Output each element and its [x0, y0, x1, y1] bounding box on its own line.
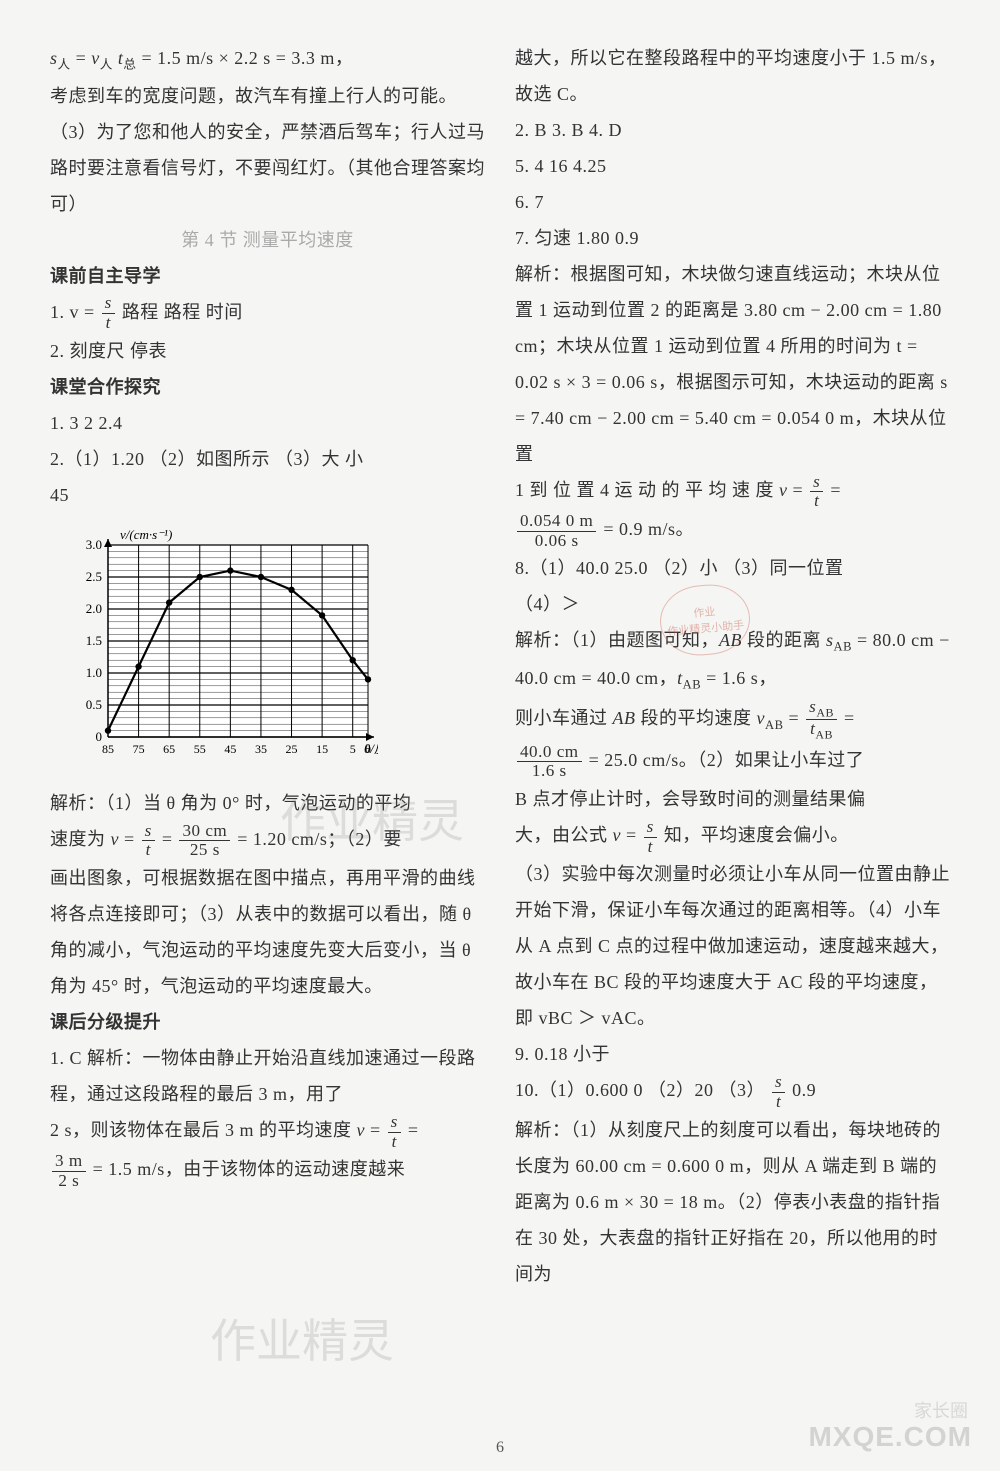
chart-svg: 00.51.01.52.02.53.0857565554535251550v/(… — [68, 525, 378, 765]
svg-text:2.0: 2.0 — [86, 601, 102, 616]
text-line: s人 = v人 t总 = 1.5 m/s × 2.2 s = 3.3 m， — [50, 40, 485, 78]
text-line: 越大，所以它在整段路程中的平均速度小于 1.5 m/s，故选 C。 — [515, 40, 950, 112]
svg-text:25: 25 — [286, 742, 298, 756]
text-line: 解析：（1）从刻度尺上的刻度可以看出，每块地砖的长度为 60.00 cm = 0… — [515, 1112, 950, 1292]
fraction: 3 m2 s — [50, 1152, 88, 1191]
svg-text:55: 55 — [194, 742, 206, 756]
svg-text:45: 45 — [224, 742, 236, 756]
text-line: （3）实验中每次测量时必须让小车从同一位置由静止开始下滑，保证小车每次通过的距离… — [515, 856, 950, 1036]
text-line: 2 s，则该物体在最后 3 m 的平均速度 v = st = — [50, 1112, 485, 1151]
fraction: sABtAB — [804, 698, 839, 742]
text-line: 10.（1）0.600 0 （2）20 （3） st 0.9 — [515, 1072, 950, 1111]
text-line: （3）为了您和他人的安全，严禁酒后驾车；行人过马路时要注意看信号灯，不要闯红灯。… — [50, 114, 485, 222]
fraction: st — [770, 1073, 787, 1112]
text-line: 1. C 解析：一物体由静止开始沿直线加速通过一段路程，通过这段路程的最后 3 … — [50, 1040, 485, 1112]
fraction: st — [808, 473, 825, 512]
text-line: 考虑到车的宽度问题，故汽车有撞上行人的可能。 — [50, 78, 485, 114]
heading: 课后分级提升 — [50, 1004, 485, 1040]
text-line: 0.054 0 m0.06 s = 0.9 m/s。 — [515, 511, 950, 550]
left-column: s人 = v人 t总 = 1.5 m/s × 2.2 s = 3.3 m， 考虑… — [50, 40, 485, 1380]
fraction: 40.0 cm1.6 s — [515, 743, 584, 782]
text-line: 2.（1）1.20 （2）如图所示 （3）大 小 — [50, 441, 485, 477]
fraction: st — [386, 1113, 403, 1152]
svg-text:1.0: 1.0 — [86, 665, 102, 680]
text-line: 1. 3 2 2.4 — [50, 405, 485, 441]
text-line: 6. 7 — [515, 184, 950, 220]
svg-text:65: 65 — [163, 742, 175, 756]
text-line: 3 m2 s = 1.5 m/s，由于该物体的运动速度越来 — [50, 1151, 485, 1190]
page-number: 6 — [496, 1439, 504, 1457]
svg-text:1.5: 1.5 — [86, 633, 102, 648]
text-line: B 点才停止计时，会导致时间的测量结果偏 — [515, 781, 950, 817]
fraction: 0.054 0 m0.06 s — [515, 512, 598, 551]
svg-text:v/(cm·s⁻¹): v/(cm·s⁻¹) — [120, 527, 172, 542]
watermark: MXQE.COM — [808, 1421, 972, 1453]
text-line: 45 — [50, 477, 485, 513]
text-line: 7. 匀速 1.80 0.9 — [515, 220, 950, 256]
fraction: st — [100, 294, 117, 333]
text-line: 8.（1）40.0 25.0 （2）小 （3）同一位置 — [515, 550, 950, 586]
svg-text:85: 85 — [102, 742, 114, 756]
heading: 课前自主导学 — [50, 258, 485, 294]
svg-text:3.0: 3.0 — [86, 537, 102, 552]
text-line: 解析：（1）当 θ 角为 0° 时，气泡运动的平均 — [50, 785, 485, 821]
text-line: 解析：根据图可知，木块做匀速直线运动；木块从位置 1 运动到位置 2 的距离是 … — [515, 256, 950, 472]
svg-text:0.5: 0.5 — [86, 697, 102, 712]
text-line: 画出图象，可根据数据在图中描点，再用平滑的曲线将各点连接即可；（3）从表中的数据… — [50, 860, 485, 1004]
svg-text:θ/度: θ/度 — [364, 741, 378, 756]
text-line: 则小车通过 AB 段的平均速度 vAB = sABtAB = — [515, 698, 950, 742]
text-line: 2. B 3. B 4. D — [515, 112, 950, 148]
label: 路程 路程 时间 — [122, 302, 243, 322]
fraction: st — [642, 818, 659, 857]
velocity-chart: 00.51.01.52.02.53.0857565554535251550v/(… — [68, 525, 485, 777]
text-line: 解析：（1）由题图可知，AB 段的距离 sAB = 80.0 cm − 40.0… — [515, 622, 950, 698]
label: 1. v = — [50, 302, 95, 322]
svg-text:35: 35 — [255, 742, 267, 756]
watermark: 家长圈 — [914, 1397, 968, 1423]
svg-text:75: 75 — [133, 742, 145, 756]
text-line: 9. 0.18 小于 — [515, 1036, 950, 1072]
right-column: 越大，所以它在整段路程中的平均速度小于 1.5 m/s，故选 C。 2. B 3… — [515, 40, 950, 1380]
fraction: 30 cm25 s — [177, 822, 232, 861]
text-line: 速度为 v = st = 30 cm25 s = 1.20 cm/s；（2）要 — [50, 821, 485, 860]
svg-text:5: 5 — [350, 742, 356, 756]
text-line: 大，由公式 v = st 知，平均速度会偏小。 — [515, 817, 950, 856]
heading: 课堂合作探究 — [50, 369, 485, 405]
text-line: （4）＞ — [515, 586, 950, 622]
section-title: 第 4 节 测量平均速度 — [50, 222, 485, 258]
text-line: 1. v = st 路程 路程 时间 — [50, 294, 485, 333]
text-line: 40.0 cm1.6 s = 25.0 cm/s。（2）如果让小车过了 — [515, 742, 950, 781]
text-line: 1 到 位 置 4 运 动 的 平 均 速 度 v = st = — [515, 472, 950, 511]
text-line: 2. 刻度尺 停表 — [50, 333, 485, 369]
fraction: st — [140, 822, 157, 861]
svg-text:15: 15 — [316, 742, 328, 756]
text-line: 5. 4 16 4.25 — [515, 148, 950, 184]
svg-text:2.5: 2.5 — [86, 569, 102, 584]
